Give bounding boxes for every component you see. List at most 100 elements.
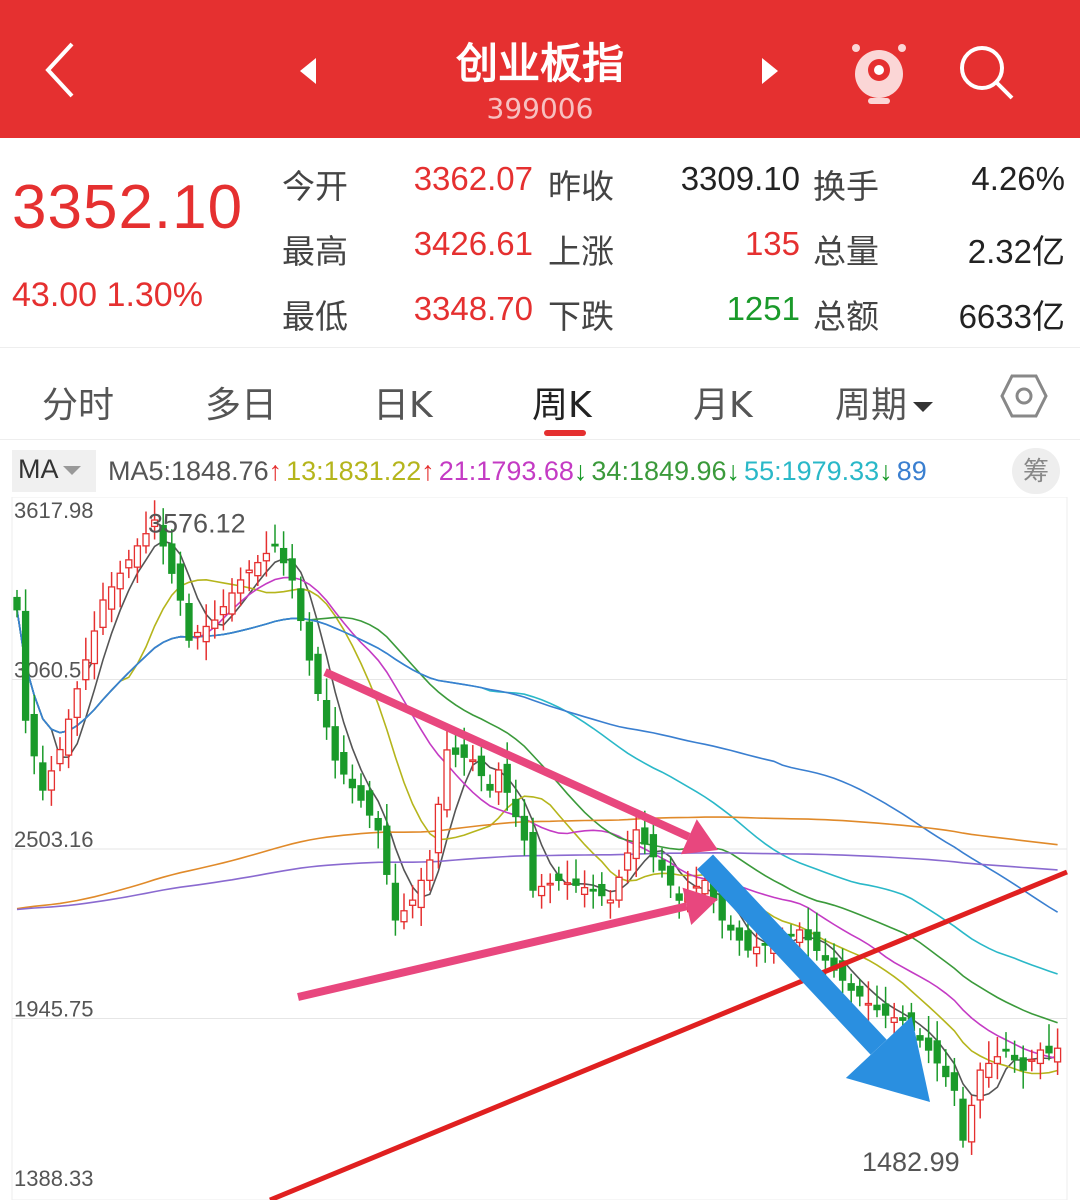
candle-body [460, 744, 468, 758]
candle-body [623, 852, 632, 871]
low-price-label: 1482.99 [862, 1147, 960, 1177]
candle-body [469, 759, 477, 763]
candle-body [950, 1072, 959, 1091]
candle-body [297, 588, 305, 622]
candle-body [56, 748, 64, 765]
candle-body [494, 769, 503, 793]
ma-trend-arrow: ↓ [726, 456, 741, 486]
candle-body [572, 878, 580, 886]
blue-arrow-down-head [845, 1016, 930, 1102]
candle-body [546, 882, 554, 886]
candle-body [529, 831, 537, 891]
quote-label: 今开 [282, 168, 348, 205]
quote-label: 昨收 [548, 168, 614, 205]
candle-body [555, 873, 563, 882]
candle-body [314, 653, 322, 695]
quote-value: 135 [744, 225, 800, 262]
candle-body [340, 752, 348, 775]
selected-tab-indicator [544, 430, 586, 436]
candle-body [357, 785, 365, 801]
settings-hexagon-icon[interactable] [1000, 372, 1048, 420]
ma-value-text: 89 [896, 456, 927, 486]
candle-body [933, 1040, 941, 1064]
candle-body [383, 825, 391, 875]
ma-trend-arrow: ↓ [879, 456, 893, 486]
ma-value: 55:1979.33↓ [744, 456, 893, 486]
candle-body [512, 798, 520, 818]
quote-label: 下跌 [548, 298, 614, 335]
candle-body [666, 865, 675, 886]
ma-selector[interactable]: MA [12, 450, 96, 492]
chip-distribution-button[interactable]: 筹 [1012, 448, 1060, 494]
index-code: 399006 [486, 92, 594, 125]
candle-body [426, 859, 434, 882]
quote-label: 上涨 [548, 233, 614, 270]
tab-monthly-k[interactable]: 月K [693, 385, 753, 426]
dropdown-caret-icon [62, 466, 81, 476]
candle-body [486, 783, 494, 791]
candle-body [606, 899, 615, 904]
back-chevron-icon[interactable] [40, 40, 90, 100]
candle-body [752, 946, 761, 955]
prev-triangle-icon[interactable] [300, 58, 316, 84]
candle-body [305, 621, 314, 661]
candle-body [331, 726, 339, 761]
candle-body [890, 1017, 898, 1024]
candle-body [641, 827, 649, 845]
quote-label: 换手 [813, 168, 879, 205]
y-tick-label: 3617.98 [14, 498, 94, 523]
candle-body [864, 1002, 873, 1006]
y-tick-label: 2503.16 [14, 827, 94, 852]
candle-body [503, 763, 511, 793]
candle-body [856, 985, 864, 997]
tab-daily-k[interactable]: 日K [373, 385, 433, 426]
candle-body [322, 700, 331, 728]
ma-line-144 [16, 816, 1058, 910]
quote-label: 最低 [282, 298, 348, 335]
candle-body [13, 596, 21, 611]
pink-arrow-upper-head [680, 819, 718, 855]
candle-body [348, 778, 357, 789]
candle-body [537, 885, 546, 897]
candle-body [804, 929, 812, 941]
candle-body [1036, 1049, 1045, 1065]
candle-body [1028, 1059, 1036, 1062]
ma-trend-arrow: ↑ [421, 456, 435, 486]
ma-value: 21:1793.68↓ [439, 456, 588, 486]
robot-assistant-icon[interactable] [848, 40, 910, 106]
tab-intraday[interactable]: 分时 [42, 385, 115, 426]
search-icon[interactable] [956, 42, 1018, 104]
tab-weekly-k[interactable]: 周K [532, 385, 592, 426]
tab-period-label: 周期 [835, 385, 908, 426]
candle-body [916, 1035, 924, 1041]
tab-multi-day[interactable]: 多日 [205, 385, 278, 426]
candle-body [942, 1065, 950, 1078]
candle-body [580, 887, 589, 896]
candle-body [735, 927, 744, 941]
ma-line-55 [16, 609, 1058, 975]
candle-body [176, 563, 185, 601]
pink-arrow-upper-shaft [323, 668, 691, 841]
candle-body [959, 1098, 967, 1141]
quote-panel: 3352.10 43.00 1.30% 今开 3362.07 昨收 3309.10 换手… [0, 140, 1080, 348]
candle-body [185, 603, 193, 641]
ma-value-text: 55:1979.33 [744, 456, 880, 486]
change-value: 43.00 [12, 276, 98, 314]
candle-body [847, 983, 855, 991]
ma-value-text: 21:1793.68 [438, 456, 574, 486]
candle-body [1002, 1048, 1010, 1052]
kline-chart[interactable]: 3617.983060.572503.161945.751388.333576.… [0, 497, 1080, 1200]
candle-body [701, 879, 709, 895]
candle-body [821, 955, 830, 961]
ma-value: 34:1849.96↓ [591, 456, 740, 486]
candle-body [159, 524, 167, 547]
candle-body [520, 815, 529, 841]
candle-body [254, 561, 262, 577]
tab-period-dropdown[interactable]: 周期 [835, 376, 934, 428]
candle-body [245, 569, 253, 574]
candle-body [47, 770, 56, 791]
candle-body [168, 543, 176, 574]
candle-body [924, 1037, 933, 1051]
candle-body [21, 610, 30, 721]
next-triangle-icon[interactable] [762, 58, 778, 84]
